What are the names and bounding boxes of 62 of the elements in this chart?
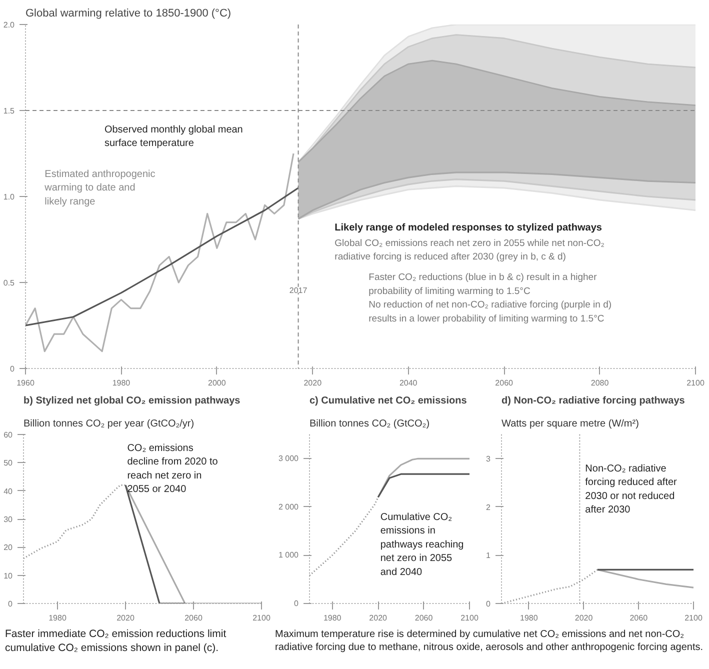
ref-line-label: 2017 bbox=[289, 286, 308, 295]
y-tick-label: 3 bbox=[486, 454, 492, 464]
annotation: Likely range of modeled responses to stylized pathways bbox=[334, 222, 602, 234]
x-tick-label: 2000 bbox=[208, 378, 226, 388]
x-tick-label: 1980 bbox=[112, 378, 131, 388]
chart-subtitle: Billion tonnes CO₂ (GtCO₂) bbox=[310, 418, 430, 430]
y-tick-label: 0.5 bbox=[3, 278, 16, 288]
chart-subtitle: Watts per square metre (W/m²) bbox=[502, 418, 639, 430]
y-tick-label: 1 000 bbox=[278, 550, 300, 560]
annotation: Faster CO₂ reductions (blue in b & c) result in a higher probability of limiting warming to 1.5°C bbox=[368, 272, 597, 297]
line-series bbox=[596, 568, 694, 588]
x-tick-label: 2060 bbox=[184, 614, 203, 622]
annotation: Global CO₂ emissions reach net zero in 2055 while net non-CO₂ radiative forcing is reduced after 2030 (grey in b, c & d) bbox=[334, 238, 605, 263]
annotation: No reduction of net non-CO₂ radiative forcing (purple in d) results in a lower probability of limiting warming to 1.5°C bbox=[368, 300, 612, 324]
x-tick-label: 2020 bbox=[304, 378, 322, 388]
y-tick-label: 2 000 bbox=[278, 502, 300, 512]
y-tick-label: 1 bbox=[486, 551, 492, 560]
text: Maximum temperature rise is determined by cumulative net CO₂ emissions and net non-CO₂ radiative forcing due to methane, nitrous oxide, aerosols and other anthropogenic forcing agents. bbox=[275, 628, 704, 654]
x-tick-label: 1960 bbox=[16, 378, 35, 388]
x-tick-label: 2020 bbox=[369, 614, 388, 622]
annotation: CO₂ emissions decline from 2020 to reach net zero in 2055 or 2040 bbox=[127, 442, 218, 496]
y-tick-label: 2 bbox=[486, 502, 492, 512]
chart-subtitle: Billion tonnes CO₂ per year (GtCO₂/yr) bbox=[24, 418, 194, 430]
annotation: Estimated anthropogenic warming to date and likely range bbox=[44, 168, 156, 208]
y-tick-label: 30 bbox=[4, 515, 14, 524]
y-tick-label: 50 bbox=[4, 458, 14, 468]
y-tick-label: 1.5 bbox=[3, 106, 16, 116]
y-tick-label: 0 bbox=[10, 364, 16, 374]
chart-title: Global warming relative to 1850-1900 (°C) bbox=[26, 8, 232, 20]
annotation: Non-CO₂ radiative forcing reduced after 2030 or not reduced after 2030 bbox=[585, 463, 678, 516]
x-tick-label: 2060 bbox=[414, 614, 434, 622]
x-tick-label: 2100 bbox=[686, 378, 705, 388]
x-tick-label: 2080 bbox=[590, 378, 610, 388]
x-tick-label: 2100 bbox=[252, 614, 271, 622]
y-tick-label: 40 bbox=[4, 486, 14, 496]
x-tick-label: 2100 bbox=[460, 614, 479, 622]
x-tick-label: 1980 bbox=[48, 614, 67, 622]
chart-title: c) Cumulative net CO₂ emissions bbox=[310, 396, 468, 406]
y-tick-label: 2.0 bbox=[3, 20, 16, 30]
y-tick-label: 1.0 bbox=[3, 192, 16, 202]
y-tick-label: 0 bbox=[486, 600, 492, 608]
text: Faster immediate CO₂ emission reductions limit cumulative CO₂ emissions shown in panel (c). bbox=[5, 628, 228, 656]
y-tick-label: 0 bbox=[294, 599, 300, 608]
y-tick-label: 0 bbox=[8, 600, 14, 608]
chart-title: d) Non-CO₂ radiative forcing pathways bbox=[502, 396, 686, 406]
chart-title: b) Stylized net global CO₂ emission pathways bbox=[24, 396, 241, 406]
x-tick-label: 2100 bbox=[684, 614, 703, 622]
y-tick-label: 3 000 bbox=[278, 454, 300, 464]
x-tick-label: 1980 bbox=[323, 614, 342, 622]
line-series bbox=[297, 172, 696, 220]
x-tick-label: 2020 bbox=[574, 614, 594, 622]
y-tick-label: 10 bbox=[4, 571, 14, 580]
x-tick-label: 2020 bbox=[116, 614, 135, 622]
x-tick-label: 2060 bbox=[630, 614, 648, 622]
x-tick-label: 1980 bbox=[520, 614, 538, 622]
annotation: Cumulative CO₂ emissions in pathways reaching net zero in 2055 and 2040 bbox=[380, 512, 464, 578]
line-series bbox=[377, 458, 470, 498]
x-tick-label: 2040 bbox=[399, 378, 418, 388]
y-tick-label: 60 bbox=[4, 430, 14, 440]
y-tick-label: 20 bbox=[4, 543, 14, 552]
x-tick-label: 2060 bbox=[495, 378, 514, 388]
annotation: Observed monthly global mean surface temperature bbox=[104, 124, 243, 150]
